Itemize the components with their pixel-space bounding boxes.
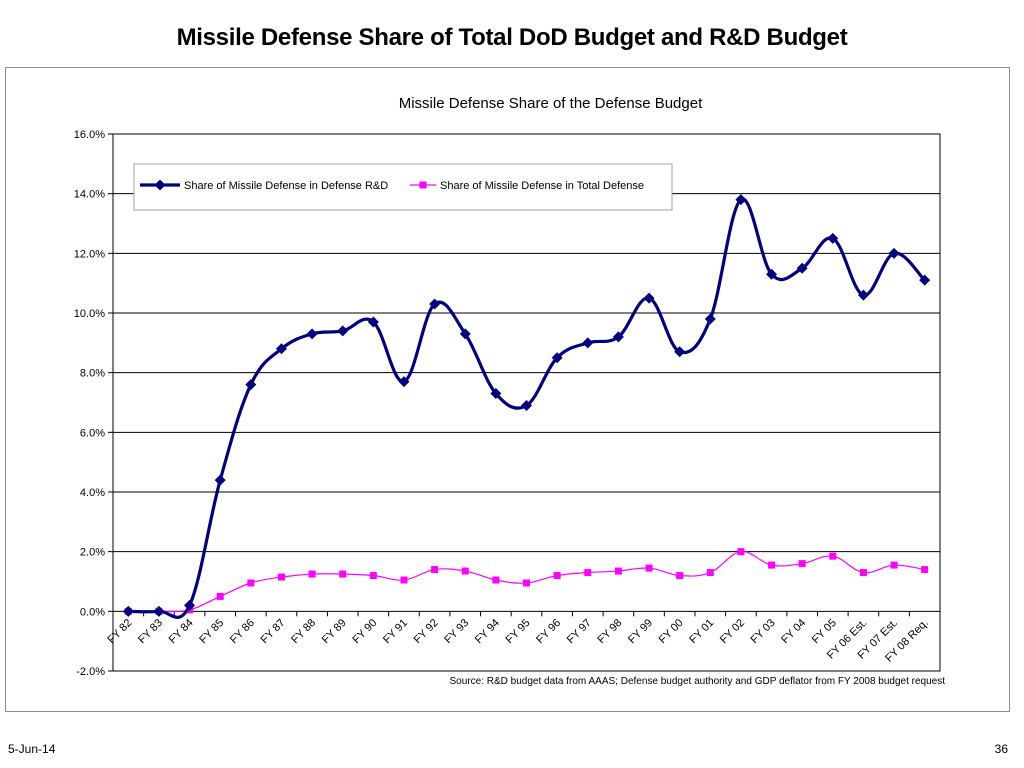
- data-point-total: [890, 561, 898, 569]
- data-point-rd: [122, 605, 134, 617]
- data-point-rd: [643, 292, 655, 304]
- x-tick-label: FY 94: [473, 617, 502, 646]
- data-point-rd: [674, 346, 686, 358]
- data-point-total: [277, 573, 285, 581]
- data-point-rd: [919, 274, 931, 286]
- data-point-rd: [275, 343, 287, 355]
- data-point-rd: [857, 289, 869, 301]
- x-tick-label: FY 89: [320, 617, 349, 646]
- data-point-total: [553, 572, 561, 580]
- y-tick-label: 8.0%: [80, 368, 105, 380]
- line-chart: Missile Defense Share of the Defense Bud…: [74, 95, 946, 687]
- chart-source-note: Source: R&D budget data from AAAS; Defen…: [450, 676, 946, 687]
- data-point-total: [676, 572, 684, 580]
- x-tick-label: FY 85: [197, 617, 226, 646]
- chart-frame: Missile Defense Share of the Defense Bud…: [5, 67, 1010, 712]
- data-point-total: [706, 569, 714, 577]
- data-point-rd: [766, 268, 778, 280]
- data-point-total: [614, 567, 622, 575]
- data-point-total: [369, 572, 377, 580]
- x-tick-label: FY 86: [228, 617, 257, 646]
- y-tick-label: 16.0%: [74, 129, 105, 141]
- x-tick-label: FY 95: [504, 617, 533, 646]
- x-tick-label: FY 98: [595, 617, 624, 646]
- data-point-total: [308, 570, 316, 578]
- data-point-rd: [796, 262, 808, 274]
- x-tick-label: FY 91: [381, 617, 410, 646]
- legend: [133, 163, 673, 211]
- y-tick-label: 12.0%: [74, 248, 105, 260]
- x-tick-label: FY 97: [565, 617, 594, 646]
- data-point-total: [431, 566, 439, 574]
- x-tick-label: FY 84: [167, 617, 196, 646]
- data-point-total: [645, 564, 653, 572]
- x-tick-label: FY 88: [289, 617, 318, 646]
- x-tick-label: FY 99: [626, 617, 655, 646]
- legend-marker-rd: [154, 179, 166, 191]
- data-point-total: [247, 579, 255, 587]
- legend-marker-total: [419, 181, 427, 189]
- y-tick-label: 0.0%: [80, 606, 105, 618]
- data-point-rd: [704, 313, 716, 325]
- x-tick-label: FY 03: [749, 617, 778, 646]
- data-point-rd: [735, 194, 747, 206]
- y-tick-label: 6.0%: [80, 427, 105, 439]
- chart-title: Missile Defense Share of the Defense Bud…: [399, 95, 703, 112]
- data-point-total: [829, 552, 837, 560]
- data-point-total: [798, 560, 806, 568]
- data-point-rd: [214, 474, 226, 486]
- y-tick-label: 4.0%: [80, 487, 105, 499]
- data-point-total: [859, 569, 867, 577]
- x-tick-label: FY 82: [105, 617, 134, 646]
- y-tick-label: 2.0%: [80, 547, 105, 559]
- data-point-rd: [490, 388, 502, 400]
- x-tick-label: FY 87: [258, 617, 287, 646]
- data-point-rd: [827, 232, 839, 244]
- data-point-total: [339, 570, 347, 578]
- x-tick-label: FY 92: [412, 617, 441, 646]
- x-tick-label: FY 96: [534, 617, 563, 646]
- data-point-rd: [184, 599, 196, 611]
- data-point-rd: [521, 399, 532, 411]
- data-point-rd: [245, 379, 257, 391]
- data-point-total: [737, 548, 745, 556]
- data-point-total: [216, 592, 224, 600]
- data-point-rd: [429, 298, 441, 310]
- footer-date: 5-Jun-14: [8, 742, 56, 756]
- x-tick-label: FY 00: [657, 617, 686, 646]
- x-tick-label: FY 90: [350, 617, 379, 646]
- y-tick-label: 10.0%: [74, 308, 105, 320]
- data-point-rd: [153, 605, 165, 617]
- legend-label-rd: Share of Missile Defense in Defense R&D: [184, 180, 388, 192]
- y-tick-label: -2.0%: [76, 666, 105, 678]
- data-point-rd: [337, 325, 349, 337]
- data-point-rd: [459, 328, 471, 340]
- data-point-rd: [367, 316, 379, 328]
- x-tick-label: FY 01: [687, 617, 716, 646]
- x-tick-label: FY 05: [810, 617, 839, 646]
- data-point-rd: [582, 337, 594, 349]
- x-tick-label: FY 02: [718, 617, 747, 646]
- data-point-total: [768, 561, 776, 569]
- footer-page-number: 36: [994, 742, 1008, 756]
- data-point-rd: [398, 376, 410, 388]
- y-tick-label: 14.0%: [74, 189, 105, 201]
- data-point-total: [584, 569, 592, 577]
- data-point-total: [492, 576, 500, 584]
- x-tick-label: FY 93: [442, 617, 471, 646]
- data-point-rd: [888, 247, 900, 259]
- legend-label-total: Share of Missile Defense in Total Defens…: [440, 180, 644, 192]
- data-point-rd: [306, 328, 318, 340]
- data-point-total: [523, 579, 530, 587]
- data-point-total: [400, 576, 408, 584]
- data-point-rd: [612, 331, 624, 343]
- x-tick-label: FY 04: [779, 617, 808, 646]
- plot-area: [112, 133, 941, 672]
- x-tick-label: FY 83: [136, 617, 165, 646]
- data-point-total: [921, 566, 929, 574]
- slide-title: Missile Defense Share of Total DoD Budge…: [176, 24, 848, 51]
- data-point-rd: [551, 352, 563, 364]
- data-point-total: [461, 567, 469, 575]
